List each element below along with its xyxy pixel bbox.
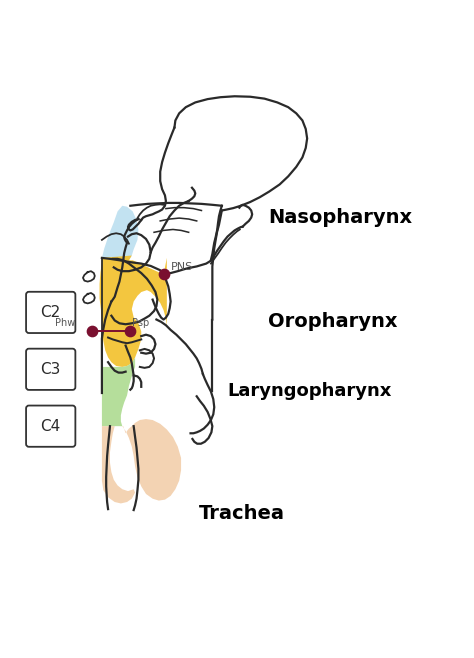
Text: Nasopharynx: Nasopharynx: [268, 208, 412, 227]
FancyBboxPatch shape: [26, 291, 75, 333]
Text: Phw: Phw: [55, 318, 75, 328]
Point: [160, 269, 167, 280]
Point: [127, 326, 134, 337]
Polygon shape: [102, 206, 164, 276]
Text: C4: C4: [41, 418, 61, 434]
Text: Laryngopharynx: Laryngopharynx: [228, 382, 392, 399]
Text: C2: C2: [41, 305, 61, 320]
Text: Oropharynx: Oropharynx: [268, 313, 397, 332]
Text: PNS: PNS: [171, 262, 193, 272]
Polygon shape: [100, 255, 167, 367]
Polygon shape: [102, 419, 181, 503]
Polygon shape: [102, 357, 135, 426]
FancyBboxPatch shape: [26, 349, 75, 390]
FancyBboxPatch shape: [26, 405, 75, 447]
Text: Psp: Psp: [132, 318, 149, 328]
Text: C3: C3: [41, 362, 61, 377]
Text: Trachea: Trachea: [199, 505, 285, 523]
Point: [89, 326, 96, 337]
